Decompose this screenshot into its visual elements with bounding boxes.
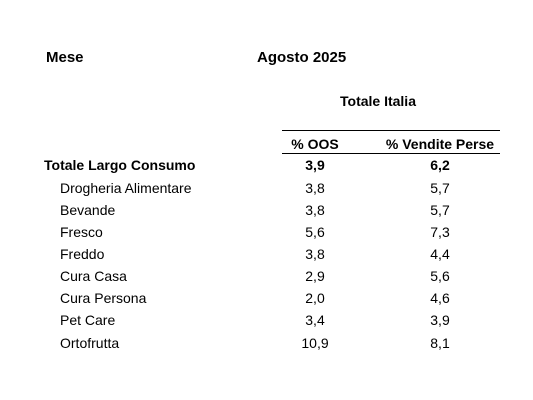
lost-sales-value: 5,7 [430,180,450,196]
row-label: Cura Persona [60,290,147,306]
row-label: Freddo [60,246,105,262]
month-label: Mese [46,49,84,66]
lost-sales-value: 4,4 [430,246,450,262]
row-label: Bevande [60,202,116,218]
row-label: Pet Care [60,312,116,328]
oos-value: 10,9 [301,335,329,351]
oos-value: 3,8 [305,202,325,218]
table-row: Ortofrutta 10,9 8,1 [0,335,533,357]
row-label: Drogheria Alimentare [60,180,192,196]
header-bottom-rule [282,153,500,154]
oos-value: 3,8 [305,246,325,262]
oos-value: 2,9 [305,268,325,284]
table-row: Cura Persona 2,0 4,6 [0,290,533,312]
oos-value: 3,4 [305,312,325,328]
table-row: Cura Casa 2,9 5,6 [0,268,533,290]
oos-value: 3,8 [305,180,325,196]
lost-sales-value: 4,6 [430,290,450,306]
header-top-rule [282,130,500,131]
table-row: Pet Care 3,4 3,9 [0,312,533,334]
row-label: Ortofrutta [60,335,120,351]
oos-value: 5,6 [305,224,325,240]
lost-sales-value: 8,1 [430,335,450,351]
lost-sales-value: 6,2 [430,157,450,173]
column-header-lost-sales: % Vendite Perse [385,136,495,152]
lost-sales-value: 5,6 [430,268,450,284]
table-row: Fresco 5,6 7,3 [0,224,533,246]
row-label: Cura Casa [60,268,127,284]
region-title: Totale Italia [340,93,416,109]
row-label: Totale Largo Consumo [44,157,196,173]
oos-value: 2,0 [305,290,325,306]
lost-sales-value: 7,3 [430,224,450,240]
lost-sales-value: 5,7 [430,202,450,218]
column-header-oos: % OOS [291,136,339,152]
table-row-total: Totale Largo Consumo 3,9 6,2 [0,157,533,179]
table-row: Freddo 3,8 4,4 [0,246,533,268]
month-value: Agosto 2025 [257,49,347,66]
table-row: Drogheria Alimentare 3,8 5,7 [0,180,533,202]
row-label: Fresco [60,224,103,240]
lost-sales-value: 3,9 [430,312,450,328]
table-row: Bevande 3,8 5,7 [0,202,533,224]
oos-value: 3,9 [305,157,325,173]
